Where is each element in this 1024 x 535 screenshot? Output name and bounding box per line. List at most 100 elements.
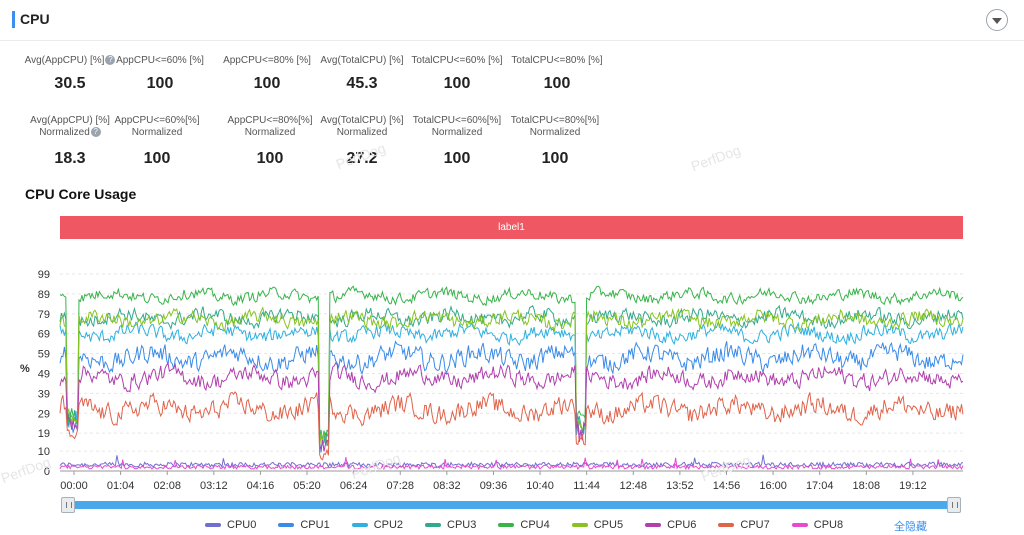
help-icon[interactable]: ?: [90, 127, 101, 138]
series-line-cpu1[interactable]: [59, 340, 964, 453]
legend-item-cpu5[interactable]: CPU5: [571, 519, 624, 531]
legend-item-cpu1[interactable]: CPU1: [278, 519, 330, 531]
collapse-button[interactable]: [986, 9, 1008, 31]
metric-label: Avg(AppCPU) [%] Normalized?: [15, 115, 125, 139]
time-range-slider[interactable]: [61, 497, 961, 513]
x-tick-label: 06:24: [340, 480, 368, 492]
metric-row2-0: Avg(AppCPU) [%] Normalized? 18.3: [15, 115, 125, 170]
metric-row2-2: AppCPU<=80%[%] Normalized 100: [215, 115, 325, 170]
metric-value: 100: [143, 150, 171, 167]
x-tick-label: 13:52: [666, 480, 694, 492]
metric-label-line2: Normalized: [244, 127, 296, 138]
series-line-cpu4[interactable]: [59, 285, 964, 441]
x-tick-label: 08:32: [433, 480, 461, 492]
series-line-cpu8[interactable]: [59, 457, 964, 471]
x-tick-label: 11:44: [573, 480, 600, 492]
metric-value: 30.5: [54, 75, 86, 92]
metric-label-line1: AppCPU<=80%[%]: [227, 115, 313, 126]
metric-value: 18.3: [54, 150, 86, 167]
metric-label-line1: AppCPU<=60%[%]: [114, 115, 200, 126]
x-tick-label: 10:40: [526, 480, 554, 492]
y-tick-label: 89: [38, 289, 50, 301]
legend-item-cpu6[interactable]: CPU6: [645, 519, 696, 531]
legend-swatch: [351, 523, 368, 527]
legend-label: CPU5: [593, 519, 624, 531]
metric-row1-2: AppCPU<=80% [%] 100: [212, 55, 322, 100]
metric-label: TotalCPU<=80%[%] Normalized: [500, 115, 610, 139]
x-tick-label: 05:20: [293, 480, 321, 492]
legend-swatch: [205, 523, 221, 527]
legend-swatch: [571, 523, 588, 527]
legend-label: CPU2: [373, 519, 404, 531]
header: CPU: [0, 0, 1024, 41]
metric-value: 100: [256, 150, 284, 167]
legend-label: CPU1: [300, 519, 330, 531]
series-line-cpu0[interactable]: [59, 454, 964, 469]
x-tick-label: 04:16: [247, 480, 275, 492]
slider-handle-left[interactable]: [61, 497, 75, 513]
slider-handle-right[interactable]: [947, 497, 961, 513]
metric-row1-3: Avg(TotalCPU) [%] 45.3: [307, 55, 417, 100]
metric-value: 100: [543, 75, 571, 92]
metric-row1-5: TotalCPU<=80% [%] 100: [502, 55, 612, 100]
metric-value: 100: [443, 75, 471, 92]
legend-label: CPU3: [447, 519, 477, 531]
x-tick-label: 14:56: [713, 480, 741, 492]
chevron-down-icon: [992, 18, 1002, 24]
chart-legend: CPU0 CPU1 CPU2 CPU3 CPU4 CPU5 CPU6 CPU7 CPU8: [205, 517, 865, 533]
legend-item-cpu4[interactable]: CPU4: [498, 519, 550, 531]
metric-label-line2: Normalized: [431, 127, 483, 138]
legend-item-cpu3[interactable]: CPU3: [425, 519, 476, 531]
series-line-cpu7[interactable]: [59, 391, 964, 461]
legend-item-cpu8[interactable]: CPU8: [791, 519, 843, 531]
label-band[interactable]: label1: [60, 216, 963, 239]
legend-item-cpu0[interactable]: CPU0: [205, 519, 256, 531]
y-tick-label: 49: [38, 368, 50, 380]
metric-label: Avg(TotalCPU) [%] Normalized: [307, 115, 417, 139]
metric-label: TotalCPU<=60%[%] Normalized: [402, 115, 512, 139]
y-tick-label: 99: [38, 269, 50, 281]
slider-track[interactable]: [69, 501, 953, 509]
series-line-cpu5[interactable]: [59, 306, 964, 447]
y-tick-label: 69: [38, 329, 50, 341]
legend-label: CPU6: [667, 519, 697, 531]
y-tick-label: 29: [38, 408, 50, 420]
metric-row2-5: TotalCPU<=80%[%] Normalized 100: [500, 115, 610, 170]
metric-label: TotalCPU<=80% [%]: [511, 55, 603, 66]
series-line-cpu3[interactable]: [59, 304, 964, 447]
metric-value: 45.3: [346, 75, 378, 92]
help-icon[interactable]: ?: [105, 55, 116, 66]
y-tick-label: 0: [44, 466, 50, 478]
chart-title: CPU Core Usage: [25, 186, 137, 202]
metric-row1-1: AppCPU<=60% [%] 100: [105, 55, 215, 100]
metric-label: TotalCPU<=60% [%]: [411, 55, 503, 66]
legend-label: CPU4: [520, 519, 550, 531]
metric-value: 27.2: [346, 150, 378, 167]
metric-label-line1: TotalCPU<=80%[%]: [510, 115, 600, 126]
metric-label-line1: Avg(TotalCPU) [%]: [320, 115, 404, 126]
metric-label: AppCPU<=60%[%] Normalized: [102, 115, 212, 139]
metric-value: 100: [253, 75, 281, 92]
metric-row2-1: AppCPU<=60%[%] Normalized 100: [102, 115, 212, 170]
metric-label: AppCPU<=60% [%]: [116, 55, 204, 66]
metric-label-line2: Normalized: [529, 127, 581, 138]
y-tick-label: 59: [38, 349, 50, 361]
x-tick-label: 02:08: [153, 480, 181, 492]
metric-row2-3: Avg(TotalCPU) [%] Normalized 27.2: [307, 115, 417, 170]
y-tick-label: 79: [38, 309, 50, 321]
series-line-cpu6[interactable]: [59, 361, 964, 452]
series-line-cpu2[interactable]: [59, 320, 964, 444]
metric-value: 100: [443, 150, 471, 167]
metric-label: AppCPU<=80%[%] Normalized: [215, 115, 325, 139]
x-tick-label: 12:48: [620, 480, 648, 492]
title-accent-bar: [12, 11, 15, 28]
y-tick-label: 10: [38, 446, 50, 458]
legend-swatch: [718, 523, 735, 527]
metric-label: Avg(TotalCPU) [%]: [320, 55, 404, 66]
legend-item-cpu2[interactable]: CPU2: [351, 519, 404, 531]
legend-swatch: [791, 523, 808, 527]
hide-all-button[interactable]: 全隐藏: [894, 521, 927, 533]
metric-value: 100: [541, 150, 569, 167]
legend-item-cpu7[interactable]: CPU7: [718, 519, 770, 531]
metric-label-line1: Avg(AppCPU) [%]: [30, 115, 110, 126]
